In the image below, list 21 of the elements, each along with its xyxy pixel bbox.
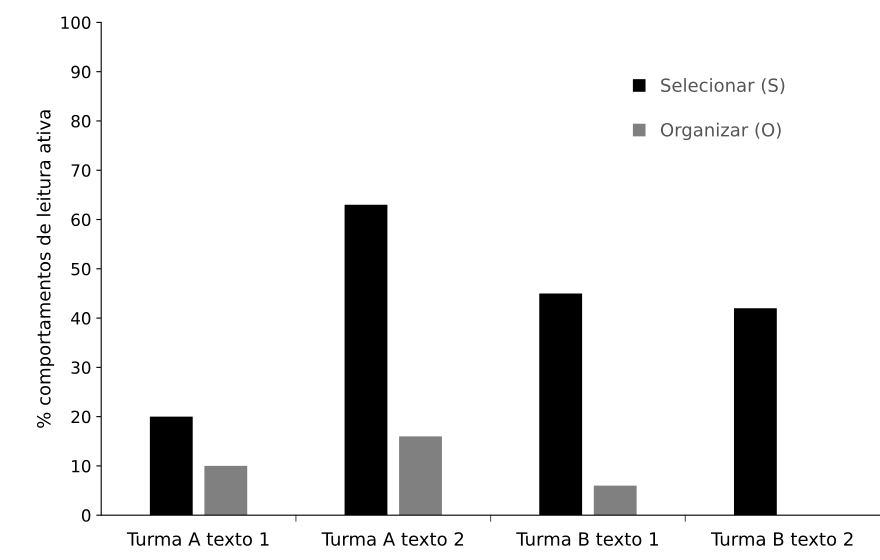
y-tick-label: 70 (72, 164, 90, 177)
y-tick-label: 40 (71, 312, 90, 325)
y-tick-label: 90 (71, 66, 90, 78)
bar (594, 486, 637, 516)
y-tick-label: 50 (72, 262, 90, 276)
legend-label: Selecionar (S) (661, 78, 784, 94)
y-tick-label: 60 (71, 213, 90, 226)
bar (204, 466, 248, 516)
y-axis-title: % comportamentos de leitura ativa (36, 110, 54, 428)
bar (399, 436, 442, 516)
y-tick-label: 0 (82, 509, 90, 522)
x-tick-label: Turma B texto 2 (710, 532, 852, 546)
y-tick-label: 10 (72, 460, 90, 472)
y-tick-label: 100 (61, 16, 90, 29)
y-tick-label: 80 (71, 114, 90, 128)
x-tick-label: Turma A texto 1 (126, 532, 269, 546)
legend-label: Organizar (O) (660, 122, 781, 140)
y-tick-label: 20 (71, 410, 90, 424)
x-tick-label: Turma B texto 1 (516, 532, 658, 546)
x-tick-label: Turma A texto 2 (322, 532, 464, 546)
y-tick-label: 30 (72, 361, 90, 374)
